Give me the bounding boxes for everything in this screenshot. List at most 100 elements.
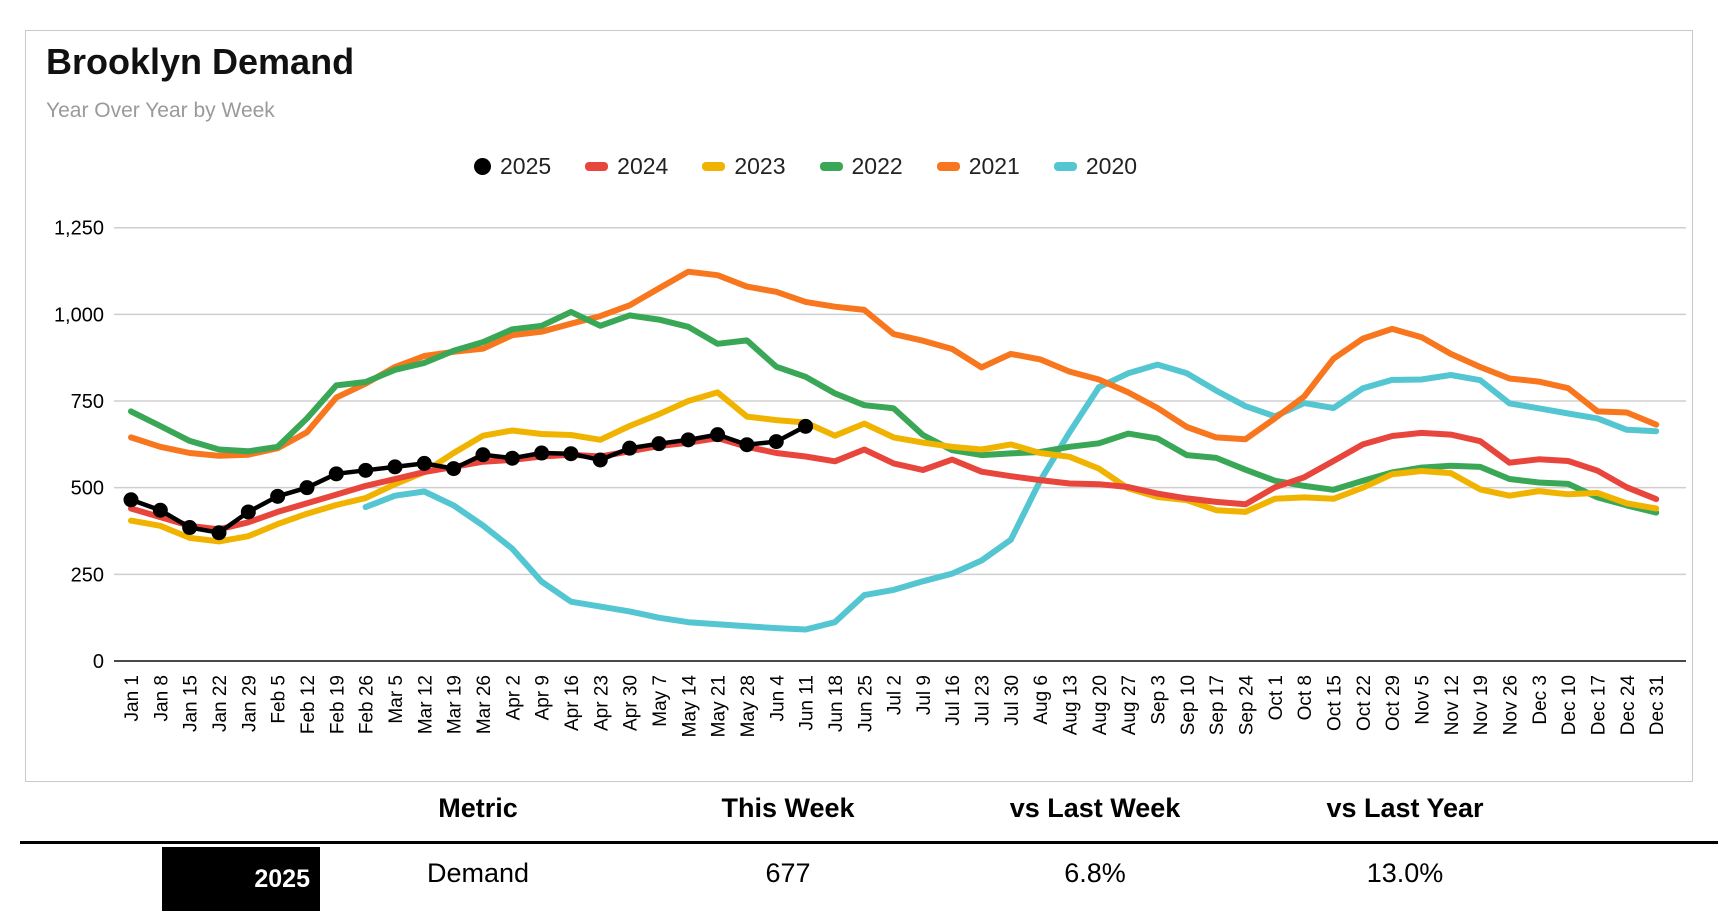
- table-header-vs-last-year: vs Last Year: [1326, 793, 1484, 823]
- x-tick-label-Mar-5: Mar 5: [386, 675, 407, 724]
- table-divider: [20, 841, 1718, 844]
- x-tick-label-Aug-27: Aug 27: [1119, 675, 1140, 735]
- legend-swatch-2021: [936, 162, 960, 171]
- data-point-2025-Mar-12[interactable]: [416, 455, 432, 471]
- data-point-2025-Jun-11[interactable]: [798, 418, 814, 434]
- x-tick-label-Oct-8: Oct 8: [1295, 675, 1316, 720]
- table-header-vs-last-week: vs Last Week: [1009, 793, 1181, 823]
- x-tick-label-Jul-9: Jul 9: [914, 675, 935, 715]
- x-tick-label-Mar-19: Mar 19: [445, 675, 466, 734]
- x-tick-label-Nov-5: Nov 5: [1413, 675, 1434, 725]
- x-tick-label-Mar-26: Mar 26: [474, 675, 495, 734]
- data-point-2025-Feb-5[interactable]: [270, 488, 286, 504]
- legend-label: 2020: [1085, 153, 1138, 179]
- x-tick-label-Nov-19: Nov 19: [1471, 675, 1492, 735]
- x-tick-label-Apr-9: Apr 9: [533, 675, 554, 720]
- data-point-2025-Apr-2[interactable]: [504, 450, 520, 466]
- series-line-2023[interactable]: [128, 389, 1660, 545]
- legend-label: 2022: [851, 153, 903, 179]
- x-tick-label-Jan-22: Jan 22: [210, 675, 231, 732]
- data-point-2025-Jan-8[interactable]: [152, 502, 168, 518]
- x-tick-label-Jan-15: Jan 15: [181, 675, 202, 732]
- data-point-2025-Apr-23[interactable]: [592, 452, 608, 468]
- y-tick-label-750: 750: [71, 391, 104, 413]
- x-tick-label-Sep-24: Sep 24: [1237, 675, 1258, 736]
- table-header-metric: Metric: [438, 793, 518, 823]
- legend-item-2021[interactable]: 2021: [936, 153, 1020, 180]
- y-tick-label-0: 0: [93, 651, 104, 673]
- year-badge-label: 2025: [254, 864, 310, 893]
- legend-item-2023[interactable]: 2023: [702, 153, 786, 180]
- x-tick-label-Dec-17: Dec 17: [1589, 675, 1610, 735]
- cell-metric: Demand: [426, 858, 530, 888]
- legend-swatch-2024: [585, 162, 609, 171]
- chart-legend: 2025 2024 2023 2022 2021 2020: [474, 153, 1137, 180]
- x-tick-label-Aug-6: Aug 6: [1031, 675, 1052, 725]
- x-tick-label-Dec-3: Dec 3: [1530, 675, 1551, 725]
- data-point-2025-Apr-30[interactable]: [622, 440, 638, 456]
- x-tick-label-Dec-24: Dec 24: [1618, 675, 1639, 736]
- x-tick-label-Feb-26: Feb 26: [357, 675, 378, 734]
- x-tick-label-Apr-23: Apr 23: [591, 675, 612, 731]
- x-tick-label-Sep-3: Sep 3: [1149, 675, 1170, 725]
- data-point-2025-Mar-5[interactable]: [387, 459, 403, 475]
- x-tick-label-Feb-19: Feb 19: [327, 675, 348, 734]
- x-tick-label-Jul-30: Jul 30: [1002, 675, 1023, 726]
- line-chart: 0 250 500 750 1,000 1,250 Jan 1 Jan 8 Jan 15 Jan …: [54, 218, 1686, 738]
- data-point-2025-Jan-15[interactable]: [182, 520, 198, 536]
- page-title: Brooklyn Demand: [46, 41, 355, 82]
- data-point-2025-Apr-9[interactable]: [534, 445, 550, 461]
- data-point-2025-Feb-19[interactable]: [328, 466, 344, 482]
- x-tick-label-Aug-20: Aug 20: [1090, 675, 1111, 735]
- data-point-2025-May-14[interactable]: [680, 432, 696, 448]
- x-tick-label-Oct-29: Oct 29: [1383, 675, 1404, 731]
- x-tick-label-Jun-11: Jun 11: [797, 675, 818, 731]
- x-tick-label-Jun-25: Jun 25: [855, 675, 876, 732]
- series-points-2025: [123, 418, 814, 541]
- x-tick-label-May-14: May 14: [679, 675, 700, 738]
- legend-label: 2024: [617, 153, 669, 179]
- data-point-2025-May-7[interactable]: [651, 436, 667, 452]
- data-point-2025-Mar-19[interactable]: [446, 461, 462, 477]
- data-point-2025-Jan-22[interactable]: [211, 525, 227, 541]
- legend-swatch-2023: [702, 162, 726, 171]
- cell-vs-last-week: 6.8%: [1064, 858, 1126, 888]
- series-line-2020[interactable]: [362, 361, 1660, 633]
- x-tick-label-Jan-29: Jan 29: [239, 675, 260, 732]
- data-point-2025-Apr-16[interactable]: [563, 446, 579, 462]
- x-tick-label-Jul-23: Jul 23: [973, 675, 994, 726]
- legend-swatch-2020: [1053, 162, 1077, 171]
- x-tick-label-Aug-13: Aug 13: [1061, 675, 1082, 735]
- x-tick-label-Jan-1: Jan 1: [122, 675, 143, 721]
- data-point-2025-Feb-26[interactable]: [358, 462, 374, 478]
- x-tick-label-Jul-2: Jul 2: [885, 675, 906, 715]
- series-line-2024[interactable]: [128, 429, 1660, 533]
- x-tick-label-Jul-16: Jul 16: [943, 675, 964, 726]
- legend-item-2022[interactable]: 2022: [819, 153, 903, 180]
- table-header-this-week: This Week: [721, 793, 855, 823]
- legend-label: 2021: [968, 153, 1020, 179]
- data-point-2025-May-21[interactable]: [710, 427, 726, 443]
- data-point-2025-Jan-1[interactable]: [123, 492, 139, 508]
- x-tick-label-Sep-10: Sep 10: [1178, 675, 1199, 735]
- x-tick-label-Oct-15: Oct 15: [1325, 675, 1346, 731]
- legend-item-2025[interactable]: 2025: [474, 153, 551, 180]
- data-point-2025-Jun-4[interactable]: [768, 434, 784, 450]
- legend-item-2020[interactable]: 2020: [1053, 153, 1138, 180]
- data-point-2025-Mar-26[interactable]: [475, 447, 491, 463]
- data-point-2025-May-28[interactable]: [739, 437, 755, 453]
- cell-this-week: 677: [765, 858, 811, 888]
- x-tick-label-Jan-8: Jan 8: [151, 675, 172, 721]
- data-point-2025-Feb-12[interactable]: [299, 480, 315, 496]
- table-row: Demand 677 6.8% 13.0%: [0, 858, 1718, 902]
- x-tick-label-Feb-12: Feb 12: [298, 675, 319, 734]
- data-point-2025-Jan-29[interactable]: [240, 504, 256, 520]
- series-line-2021[interactable]: [128, 268, 1660, 459]
- x-tick-label-Jun-4: Jun 4: [767, 675, 788, 722]
- table-header-row: Metric This Week vs Last Week vs Last Ye…: [0, 793, 1718, 833]
- x-tick-label-Dec-10: Dec 10: [1559, 675, 1580, 735]
- x-tick-label-Feb-5: Feb 5: [269, 675, 290, 724]
- x-tick-label-Sep-17: Sep 17: [1207, 675, 1228, 735]
- legend-item-2024[interactable]: 2024: [585, 153, 668, 180]
